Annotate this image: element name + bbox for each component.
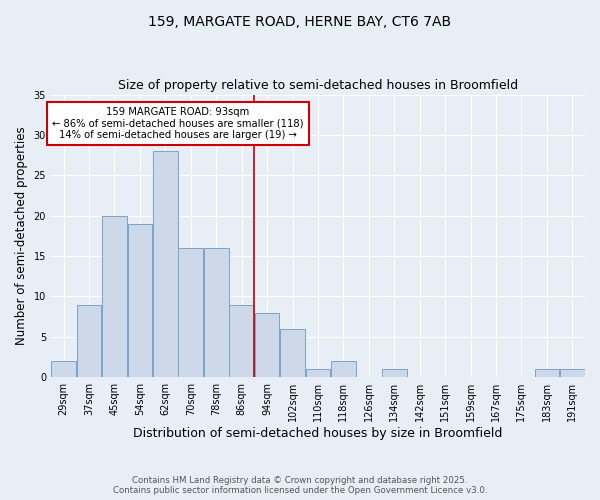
Bar bbox=[535, 369, 559, 377]
Text: 159 MARGATE ROAD: 93sqm
← 86% of semi-detached houses are smaller (118)
14% of s: 159 MARGATE ROAD: 93sqm ← 86% of semi-de… bbox=[52, 106, 304, 140]
Title: Size of property relative to semi-detached houses in Broomfield: Size of property relative to semi-detach… bbox=[118, 79, 518, 92]
Bar bbox=[128, 224, 152, 377]
Bar bbox=[153, 151, 178, 377]
Bar bbox=[280, 329, 305, 377]
Bar bbox=[178, 248, 203, 377]
Text: Contains HM Land Registry data © Crown copyright and database right 2025.
Contai: Contains HM Land Registry data © Crown c… bbox=[113, 476, 487, 495]
Y-axis label: Number of semi-detached properties: Number of semi-detached properties bbox=[15, 126, 28, 345]
X-axis label: Distribution of semi-detached houses by size in Broomfield: Distribution of semi-detached houses by … bbox=[133, 427, 503, 440]
Bar bbox=[382, 369, 407, 377]
Bar bbox=[331, 361, 356, 377]
Bar bbox=[255, 312, 280, 377]
Bar bbox=[560, 369, 584, 377]
Bar bbox=[204, 248, 229, 377]
Text: 159, MARGATE ROAD, HERNE BAY, CT6 7AB: 159, MARGATE ROAD, HERNE BAY, CT6 7AB bbox=[148, 15, 452, 29]
Bar bbox=[51, 361, 76, 377]
Bar bbox=[102, 216, 127, 377]
Bar bbox=[305, 369, 330, 377]
Bar bbox=[229, 304, 254, 377]
Bar bbox=[77, 304, 101, 377]
